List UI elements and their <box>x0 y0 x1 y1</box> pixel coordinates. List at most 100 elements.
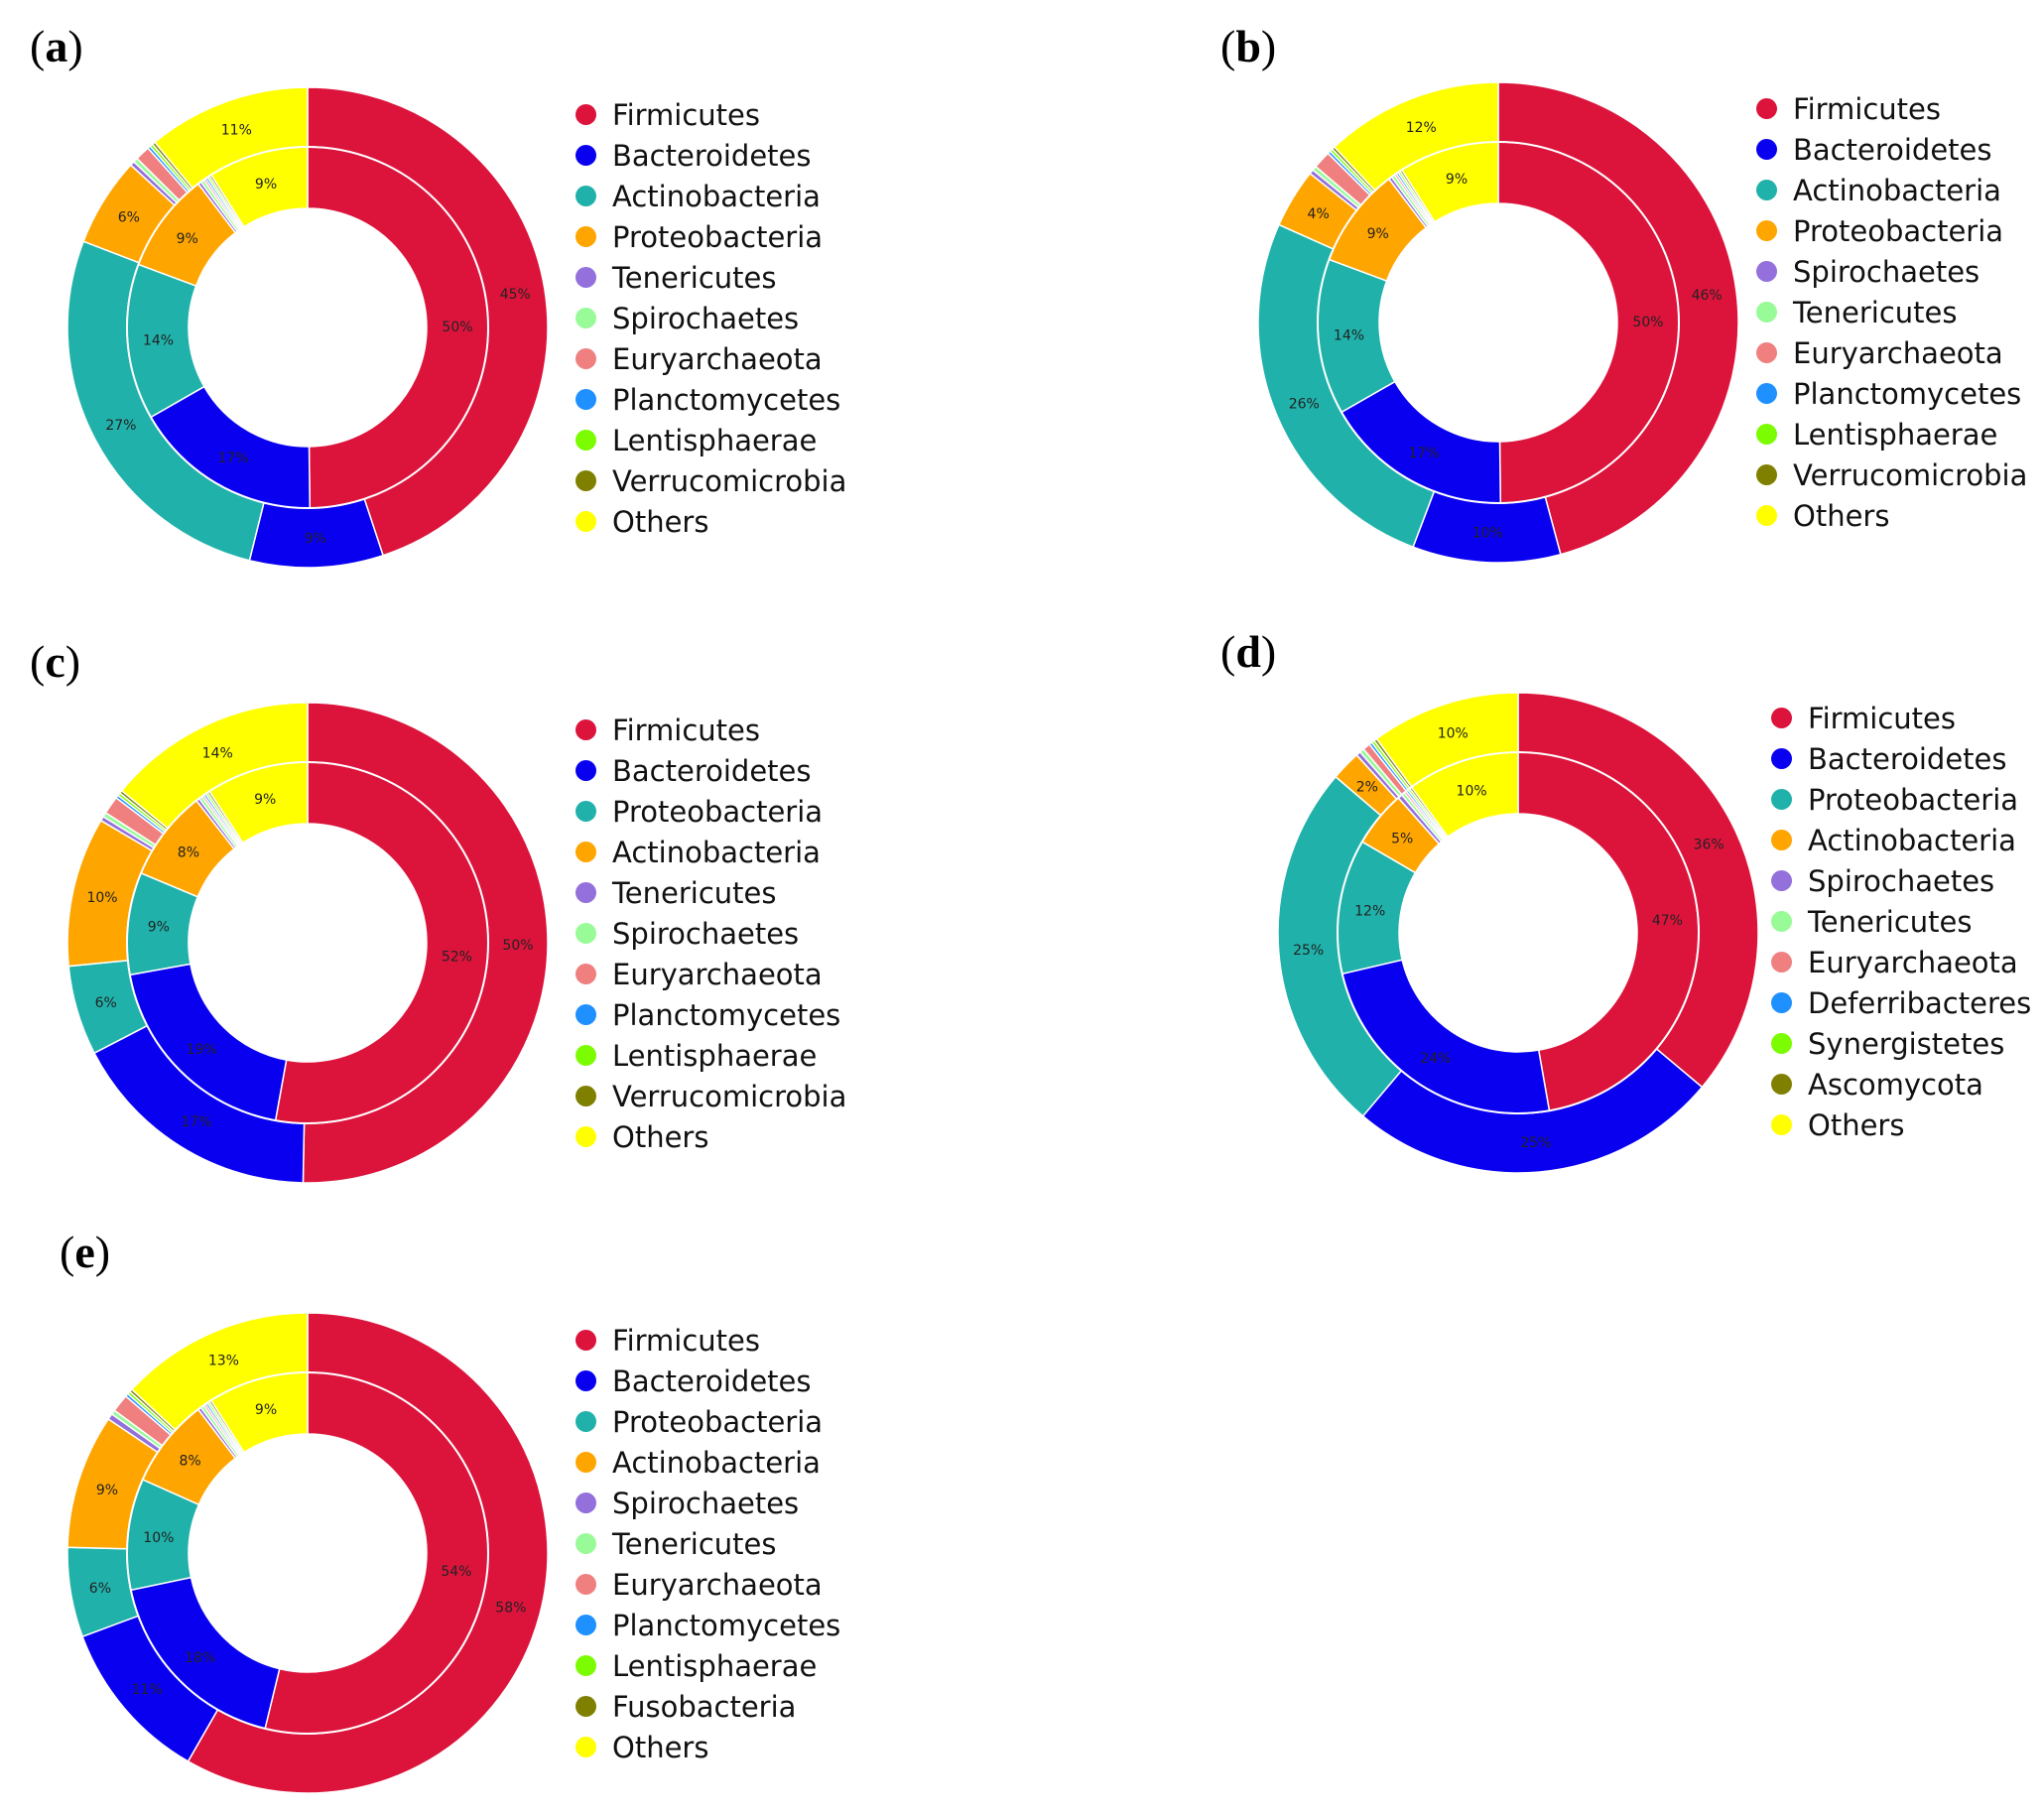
legend-label: Bacteroidetes <box>1793 132 1992 167</box>
legend-swatch-icon <box>575 145 596 166</box>
legend-label: Proteobacteria <box>1808 782 2019 817</box>
legend-label: Bacteroidetes <box>1808 741 2007 776</box>
legend-item-planctomycetes: Planctomycetes <box>575 379 846 420</box>
legend-swatch-icon <box>575 348 596 369</box>
outer-label-actinobacteria: 10% <box>86 890 117 906</box>
outer-label-firmicutes: 45% <box>500 287 531 303</box>
legend-label: Firmicutes <box>1808 701 1956 735</box>
legend-swatch-icon <box>575 1696 596 1717</box>
legend-item-euryarchaeota: Euryarchaeota <box>575 1564 840 1605</box>
legend-label: Lentisphaerae <box>612 423 818 457</box>
legend-label: Bacteroidetes <box>612 138 812 173</box>
legend-b: Firmicutes Bacteroidetes Actinobacteria Pro… <box>1756 88 2027 536</box>
legend-swatch-icon <box>575 1370 596 1391</box>
legend-label: Fusobacteria <box>612 1689 797 1724</box>
legend-item-bacteroidetes: Bacteroidetes <box>1756 129 2027 170</box>
inner-label-others: 9% <box>1446 172 1468 188</box>
inner-label-actinobacteria: 14% <box>1334 327 1364 343</box>
inner-label-others: 9% <box>255 1402 277 1418</box>
legend-swatch-icon <box>575 1574 596 1595</box>
legend-label: Planctomycetes <box>612 382 841 417</box>
legend-item-verrucomicrobia: Verrucomicrobia <box>1756 454 2027 495</box>
legend-swatch-icon <box>575 1452 596 1473</box>
legend-item-deferribacteres: Deferribacteres <box>1771 982 2031 1023</box>
donut-chart-c: 50% 17% 6% 10% 14% 52% 19% 9% 8% 9% <box>66 702 549 1184</box>
outer-label-others: 12% <box>1406 120 1437 136</box>
inner-label-proteobacteria: 12% <box>1354 903 1385 919</box>
legend-label: Others <box>612 504 709 539</box>
legend-item-others: Others <box>1771 1104 2031 1145</box>
legend-item-spirochaetes: Spirochaetes <box>575 298 846 338</box>
legend-item-verrucomicrobia: Verrucomicrobia <box>575 1076 846 1116</box>
outer-label-bacteroidetes: 10% <box>1472 526 1503 542</box>
panel-e: (e) 58% 11% 6% 9% 13% 54% 18% 10% 8% 9% Firmicute… <box>0 1226 873 1794</box>
legend-label: Proteobacteria <box>612 794 824 829</box>
inner-label-others: 9% <box>255 177 277 193</box>
inner-label-firmicutes: 52% <box>442 949 472 965</box>
legend-swatch-icon <box>1771 748 1792 769</box>
panel-c: (c) 50% 17% 6% 10% 14% 52% 19% 9% 8% 9% Firmicute… <box>0 615 873 1184</box>
outer-label-proteobacteria: 25% <box>1293 943 1324 959</box>
legend-item-spirochaetes: Spirochaetes <box>575 913 846 954</box>
panel-label-d: (d) <box>1220 626 1277 677</box>
legend-label: Proteobacteria <box>612 219 824 254</box>
legend-swatch-icon <box>575 308 596 328</box>
legend-item-tenericutes: Tenericutes <box>1756 292 2027 332</box>
legend-label: Planctomycetes <box>612 1608 841 1642</box>
outer-label-actinobacteria: 26% <box>1289 396 1320 412</box>
legend-label: Ascomycota <box>1808 1067 1983 1102</box>
legend-label: Euryarchaeota <box>612 957 823 991</box>
legend-swatch-icon <box>575 1493 596 1513</box>
outer-label-proteobacteria: 6% <box>95 995 117 1011</box>
inner-label-firmicutes: 54% <box>441 1564 471 1580</box>
legend-swatch-icon <box>1756 139 1777 160</box>
legend-label: Tenericutes <box>612 260 777 295</box>
legend-item-bacteroidetes: Bacteroidetes <box>575 750 846 791</box>
inner-label-proteobacteria: 10% <box>143 1530 174 1546</box>
legend-item-firmicutes: Firmicutes <box>1756 88 2027 129</box>
legend-item-proteobacteria: Proteobacteria <box>1771 779 2031 820</box>
legend-item-planctomycetes: Planctomycetes <box>575 1605 840 1645</box>
legend-item-bacteroidetes: Bacteroidetes <box>575 135 846 176</box>
legend-a: Firmicutes Bacteroidetes Actinobacteria Pro… <box>575 94 846 542</box>
inner-label-proteobacteria: 9% <box>1367 226 1389 242</box>
legend-label: Planctomycetes <box>1793 376 2022 411</box>
legend-label: Firmicutes <box>612 1323 760 1358</box>
legend-item-proteobacteria: Proteobacteria <box>575 1401 840 1442</box>
legend-label: Planctomycetes <box>612 997 841 1032</box>
ring-separator <box>126 1371 489 1735</box>
legend-label: Spirochaetes <box>1808 863 1995 898</box>
legend-item-spirochaetes: Spirochaetes <box>575 1483 840 1523</box>
inner-label-firmicutes: 50% <box>1632 315 1663 330</box>
outer-label-proteobacteria: 4% <box>1308 206 1330 222</box>
legend-item-lentisphaerae: Lentisphaerae <box>1756 414 2027 454</box>
outer-label-actinobacteria: 27% <box>105 418 136 434</box>
legend-label: Tenericutes <box>1793 295 1958 329</box>
panel-a: (a) 45% 9% 27% 6% 11% 50% 17% 14% 9% 9% Firmicute… <box>0 0 873 569</box>
legend-label: Lentisphaerae <box>612 1648 818 1683</box>
legend-item-lentisphaerae: Lentisphaerae <box>575 420 846 460</box>
outer-label-others: 11% <box>221 122 252 138</box>
legend-item-actinobacteria: Actinobacteria <box>1756 170 2027 210</box>
legend-label: Spirochaetes <box>1793 254 1980 289</box>
outer-label-firmicutes: 58% <box>495 1601 526 1617</box>
legend-label: Proteobacteria <box>1793 213 2004 248</box>
outer-label-proteobacteria: 6% <box>89 1581 111 1597</box>
inner-label-bacteroidetes: 18% <box>185 1650 215 1666</box>
legend-swatch-icon <box>1756 302 1777 323</box>
legend-swatch-icon <box>575 470 596 491</box>
legend-item-others: Others <box>575 501 846 542</box>
inner-label-firmicutes: 50% <box>442 320 472 335</box>
inner-label-others: 9% <box>254 792 276 808</box>
inner-label-bacteroidetes: 19% <box>187 1042 217 1058</box>
legend-swatch-icon <box>575 389 596 410</box>
legend-item-lentisphaerae: Lentisphaerae <box>575 1035 846 1076</box>
legend-label: Bacteroidetes <box>612 1363 812 1398</box>
legend-swatch-icon <box>1771 1033 1792 1054</box>
panel-b: (b) 46% 10% 26% 4% 12% 50% 17% 14% 9% 9% Firmicut… <box>1191 0 2044 564</box>
outer-label-others: 14% <box>202 745 233 761</box>
legend-label: Actinobacteria <box>612 1445 821 1480</box>
inner-label-actinobacteria: 14% <box>143 332 174 348</box>
legend-swatch-icon <box>1756 98 1777 119</box>
legend-label: Tenericutes <box>612 1526 777 1561</box>
